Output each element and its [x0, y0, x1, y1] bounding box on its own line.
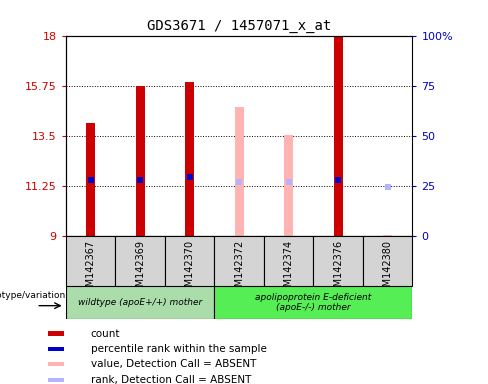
Text: wildtype (apoE+/+) mother: wildtype (apoE+/+) mother	[78, 298, 202, 307]
Bar	[86, 123, 95, 236]
Text: GSM142376: GSM142376	[333, 240, 343, 299]
Text: value, Detection Call = ABSENT: value, Detection Call = ABSENT	[91, 359, 256, 369]
Text: GSM142374: GSM142374	[284, 240, 294, 299]
Bar	[185, 82, 194, 236]
Bar	[334, 36, 343, 236]
Bar	[165, 236, 214, 286]
Text: apolipoprotein E-deficient
(apoE-/-) mother: apolipoprotein E-deficient (apoE-/-) mot…	[255, 293, 371, 312]
Bar	[235, 108, 244, 236]
Bar	[214, 236, 264, 286]
Bar	[383, 235, 392, 236]
Text: GSM142369: GSM142369	[135, 240, 145, 299]
Bar	[48, 347, 64, 351]
Text: percentile rank within the sample: percentile rank within the sample	[91, 344, 266, 354]
Bar	[115, 236, 165, 286]
Text: GSM142372: GSM142372	[234, 240, 244, 300]
Bar	[66, 236, 115, 286]
Bar	[313, 236, 363, 286]
Text: GSM142370: GSM142370	[184, 240, 195, 299]
Text: genotype/variation: genotype/variation	[0, 291, 66, 300]
Bar	[284, 135, 293, 236]
Bar	[48, 362, 64, 366]
Bar	[66, 286, 214, 319]
Text: GSM142367: GSM142367	[85, 240, 96, 299]
Bar	[136, 86, 144, 236]
Bar	[214, 286, 412, 319]
Text: rank, Detection Call = ABSENT: rank, Detection Call = ABSENT	[91, 375, 251, 384]
Bar	[48, 377, 64, 382]
Bar	[48, 331, 64, 336]
Bar	[363, 236, 412, 286]
Title: GDS3671 / 1457071_x_at: GDS3671 / 1457071_x_at	[147, 19, 331, 33]
Bar	[264, 236, 313, 286]
Text: count: count	[91, 329, 120, 339]
Text: GSM142380: GSM142380	[383, 240, 393, 299]
